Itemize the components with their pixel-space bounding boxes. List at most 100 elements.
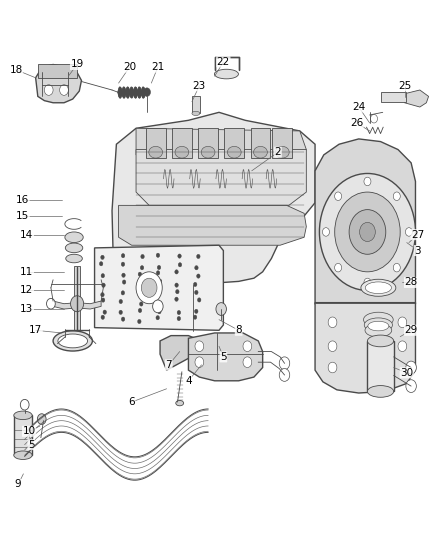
Bar (224, 128, 244, 158)
Circle shape (140, 302, 143, 306)
Circle shape (44, 85, 53, 95)
Circle shape (177, 317, 180, 321)
Bar (14, 415, 32, 455)
Circle shape (176, 289, 179, 294)
Polygon shape (119, 205, 306, 245)
Circle shape (328, 317, 337, 328)
Circle shape (121, 262, 125, 266)
Circle shape (406, 228, 413, 236)
Circle shape (367, 341, 376, 352)
Circle shape (322, 228, 329, 236)
Text: 14: 14 (20, 230, 34, 240)
Circle shape (156, 288, 159, 293)
Bar (172, 128, 192, 158)
Circle shape (197, 274, 200, 278)
Ellipse shape (364, 312, 393, 327)
Text: 3: 3 (414, 246, 421, 255)
Circle shape (37, 414, 46, 424)
Polygon shape (95, 245, 223, 330)
Circle shape (364, 177, 371, 185)
Ellipse shape (254, 147, 267, 158)
Text: 23: 23 (193, 81, 206, 91)
Text: 16: 16 (16, 195, 29, 205)
Polygon shape (136, 150, 306, 205)
Ellipse shape (65, 243, 83, 253)
Circle shape (156, 316, 159, 320)
Circle shape (335, 192, 400, 272)
Circle shape (175, 297, 178, 301)
Ellipse shape (53, 331, 92, 351)
Polygon shape (405, 90, 428, 107)
Polygon shape (53, 301, 101, 309)
Ellipse shape (14, 411, 32, 419)
Text: 24: 24 (352, 102, 365, 112)
Ellipse shape (149, 147, 162, 158)
Text: 29: 29 (404, 325, 418, 335)
Circle shape (156, 271, 160, 275)
Circle shape (101, 298, 105, 302)
Circle shape (319, 173, 416, 290)
Circle shape (371, 115, 378, 123)
Polygon shape (188, 333, 263, 381)
Circle shape (194, 282, 197, 287)
Circle shape (157, 265, 161, 270)
Text: 30: 30 (400, 368, 413, 378)
Bar (251, 128, 270, 158)
Circle shape (243, 357, 252, 368)
Circle shape (121, 317, 125, 321)
Circle shape (138, 319, 141, 324)
Bar (38, 64, 77, 78)
Circle shape (406, 361, 417, 374)
Bar (198, 128, 218, 158)
Circle shape (393, 192, 400, 200)
Circle shape (177, 310, 180, 314)
Circle shape (159, 301, 162, 305)
Text: 17: 17 (29, 325, 42, 335)
Circle shape (101, 293, 104, 297)
Circle shape (138, 290, 141, 295)
Ellipse shape (368, 321, 389, 331)
Ellipse shape (365, 324, 392, 337)
Ellipse shape (58, 334, 88, 348)
Circle shape (101, 273, 105, 278)
Circle shape (393, 263, 400, 272)
Circle shape (406, 379, 417, 392)
Circle shape (349, 209, 386, 254)
Ellipse shape (192, 111, 200, 116)
Circle shape (216, 303, 226, 316)
Circle shape (198, 298, 201, 302)
Polygon shape (35, 64, 81, 103)
Circle shape (60, 85, 68, 95)
Text: 20: 20 (123, 62, 136, 72)
Circle shape (101, 255, 104, 260)
Bar (192, 96, 200, 114)
Ellipse shape (276, 147, 289, 158)
Text: 21: 21 (151, 62, 165, 72)
Text: 28: 28 (404, 278, 418, 287)
Circle shape (101, 315, 105, 319)
Circle shape (360, 222, 375, 241)
Bar (146, 128, 166, 158)
Circle shape (119, 310, 123, 314)
Circle shape (20, 399, 29, 410)
Text: 5: 5 (220, 352, 227, 362)
Circle shape (102, 283, 105, 287)
Circle shape (138, 309, 142, 313)
Circle shape (103, 310, 106, 314)
Ellipse shape (176, 400, 184, 406)
Circle shape (398, 341, 407, 352)
Ellipse shape (65, 232, 83, 243)
Text: 13: 13 (20, 304, 34, 314)
Polygon shape (315, 139, 416, 335)
Ellipse shape (364, 318, 392, 332)
Text: 25: 25 (398, 81, 411, 91)
Text: 15: 15 (16, 211, 29, 221)
Circle shape (194, 309, 198, 313)
Text: 27: 27 (411, 230, 424, 240)
Circle shape (243, 341, 252, 352)
Bar (381, 92, 406, 102)
Text: 5: 5 (28, 440, 35, 450)
Ellipse shape (66, 254, 82, 263)
Circle shape (121, 254, 125, 258)
Circle shape (194, 290, 198, 295)
